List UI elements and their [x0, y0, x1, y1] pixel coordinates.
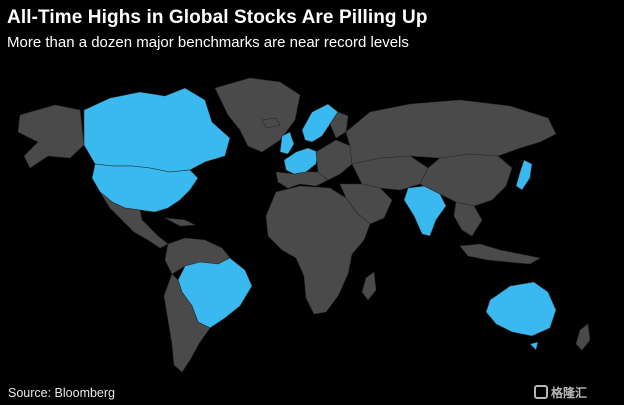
southeast-asia — [453, 201, 483, 237]
eastern-europe — [315, 139, 353, 181]
watermark-logo-icon — [534, 385, 548, 399]
new-zealand — [575, 323, 591, 351]
chart-subtitle: More than a dozen major benchmarks are n… — [7, 34, 409, 51]
tasmania — [529, 341, 539, 351]
source-note: Source: Bloomberg — [8, 386, 116, 400]
india — [403, 185, 447, 237]
watermark: 格隆汇 — [534, 383, 616, 401]
iceland — [261, 117, 281, 129]
alaska — [17, 104, 85, 169]
canada — [83, 87, 231, 173]
greenland — [214, 77, 301, 153]
indonesia — [459, 243, 541, 265]
mexico — [99, 191, 169, 249]
russia — [345, 99, 557, 165]
madagascar — [361, 271, 377, 301]
australia — [485, 281, 557, 337]
southern-europe — [275, 171, 329, 189]
western-europe — [283, 147, 319, 175]
united-kingdom — [279, 131, 295, 155]
finland — [329, 111, 349, 139]
caribbean — [164, 217, 197, 227]
chart-title: All-Time Highs in Global Stocks Are Pill… — [7, 7, 428, 28]
africa — [265, 185, 371, 315]
watermark-text: 格隆汇 — [551, 385, 588, 400]
japan — [515, 159, 533, 191]
world-map — [17, 77, 591, 373]
south-america-south — [163, 273, 211, 373]
